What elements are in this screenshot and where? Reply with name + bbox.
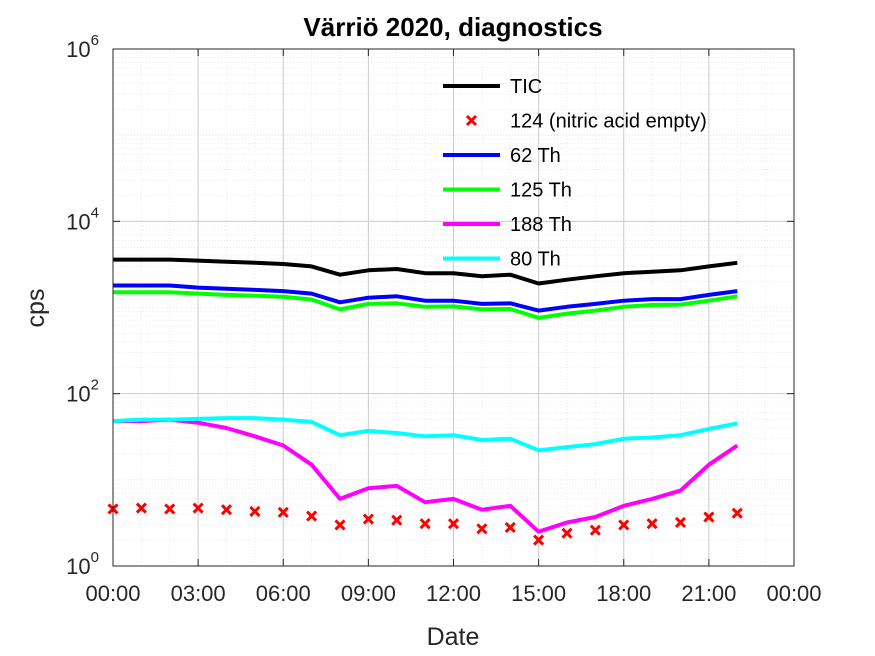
x-axis-label: Date	[427, 623, 480, 651]
marker-stroke	[447, 518, 460, 530]
data-point-124-nitric-acid-empty	[220, 504, 233, 516]
marker-stroke	[391, 514, 403, 526]
y-tick-label: 100	[66, 549, 99, 579]
data-point-124-nitric-acid-empty	[447, 518, 460, 530]
data-point-124-nitric-acid-empty	[731, 507, 743, 519]
series-125-th	[113, 290, 738, 320]
data-point-124-nitric-acid-empty	[164, 503, 176, 515]
data-point-124-nitric-acid-empty	[249, 505, 261, 517]
legend-label-80-th: 80 Th	[510, 249, 561, 271]
tick-labels: 00:00 03:00 06:00 09:00 12:00 15:00 18:00 21:00…	[66, 32, 821, 606]
data-point-124-nitric-acid-empty	[504, 521, 516, 534]
marker-stroke	[646, 518, 658, 530]
legend-label-125-th: 125 Th	[510, 180, 572, 202]
data-point-124-nitric-acid-empty	[476, 523, 488, 535]
data-point-124-nitric-acid-empty	[646, 518, 658, 530]
series-line-80-th	[112, 416, 738, 453]
series-line-125-th	[113, 290, 738, 320]
marker-stroke	[504, 521, 516, 534]
marker-stroke	[220, 504, 233, 516]
series-188-th	[113, 417, 739, 534]
marker-stroke	[362, 513, 374, 525]
chart-title: Värriö 2020, diagnostics	[303, 12, 602, 42]
data-point-124-nitric-acid-empty	[135, 502, 147, 514]
legend-label-188-th: 188 Th	[510, 214, 572, 236]
series-62-th	[113, 283, 738, 313]
marker-stroke	[703, 511, 715, 523]
marker-stroke	[135, 502, 147, 514]
data-point-124-nitric-acid-empty	[277, 506, 289, 518]
y-tick-label: 104	[66, 204, 99, 234]
data-point-124-nitric-acid-empty	[192, 502, 204, 514]
x-tick-label: 00:00	[85, 581, 140, 606]
y-tick-label: 106	[66, 32, 99, 62]
y-tick-label: 102	[66, 377, 99, 407]
series-line-62-th	[113, 283, 738, 313]
legend: TIC 124 (nitric acid empty) 62 Th 125 Th 188…	[443, 76, 707, 271]
marker-stroke	[164, 503, 176, 515]
marker-stroke	[476, 523, 488, 535]
marker-stroke	[277, 506, 289, 518]
data-point-124-nitric-acid-empty	[703, 511, 715, 523]
data-point-124-nitric-acid-empty	[419, 518, 431, 530]
data-point-124-nitric-acid-empty	[334, 519, 346, 531]
marker-stroke	[249, 505, 261, 517]
marker-stroke	[618, 519, 630, 531]
series-80-th	[112, 416, 738, 453]
x-tick-label: 12:00	[426, 581, 481, 606]
marker-stroke	[561, 527, 573, 539]
y-axis-label: cps	[22, 289, 50, 328]
legend-label-124-nitric-acid-empty: 124 (nitric acid empty)	[510, 111, 707, 133]
data-point-124-nitric-acid-empty	[306, 510, 318, 522]
legend-label-62-th: 62 Th	[510, 145, 561, 167]
x-tick-label: 18:00	[596, 581, 651, 606]
marker-stroke	[419, 518, 431, 530]
legend-label-tic: TIC	[510, 76, 542, 98]
marker-stroke	[731, 507, 743, 519]
marker-stroke	[533, 534, 545, 546]
series-line-188-th	[113, 417, 739, 534]
marker-stroke	[465, 114, 478, 127]
marker-stroke	[674, 516, 687, 529]
x-tick-label: 21:00	[681, 581, 736, 606]
x-tick-label: 09:00	[341, 581, 396, 606]
series-line-tic	[113, 257, 738, 286]
data-point-124-nitric-acid-empty	[674, 516, 687, 529]
legend-swatch-124-nitric-acid-empty	[465, 114, 478, 127]
x-tick-label: 03:00	[171, 581, 226, 606]
marker-stroke	[306, 510, 318, 522]
series-tic	[113, 257, 738, 286]
x-tick-label: 15:00	[511, 581, 566, 606]
ticks	[112, 48, 795, 567]
data-point-124-nitric-acid-empty	[533, 534, 545, 546]
data-point-124-nitric-acid-empty	[589, 524, 601, 536]
marker-stroke	[589, 524, 601, 536]
marker-stroke	[334, 519, 346, 531]
data-point-124-nitric-acid-empty	[618, 519, 630, 531]
data-point-124-nitric-acid-empty	[561, 527, 573, 539]
x-tick-label: 06:00	[256, 581, 311, 606]
x-tick-label: 00:00	[766, 581, 821, 606]
marker-stroke	[192, 502, 204, 514]
data-point-124-nitric-acid-empty	[362, 513, 374, 525]
data-point-124-nitric-acid-empty	[391, 514, 403, 526]
